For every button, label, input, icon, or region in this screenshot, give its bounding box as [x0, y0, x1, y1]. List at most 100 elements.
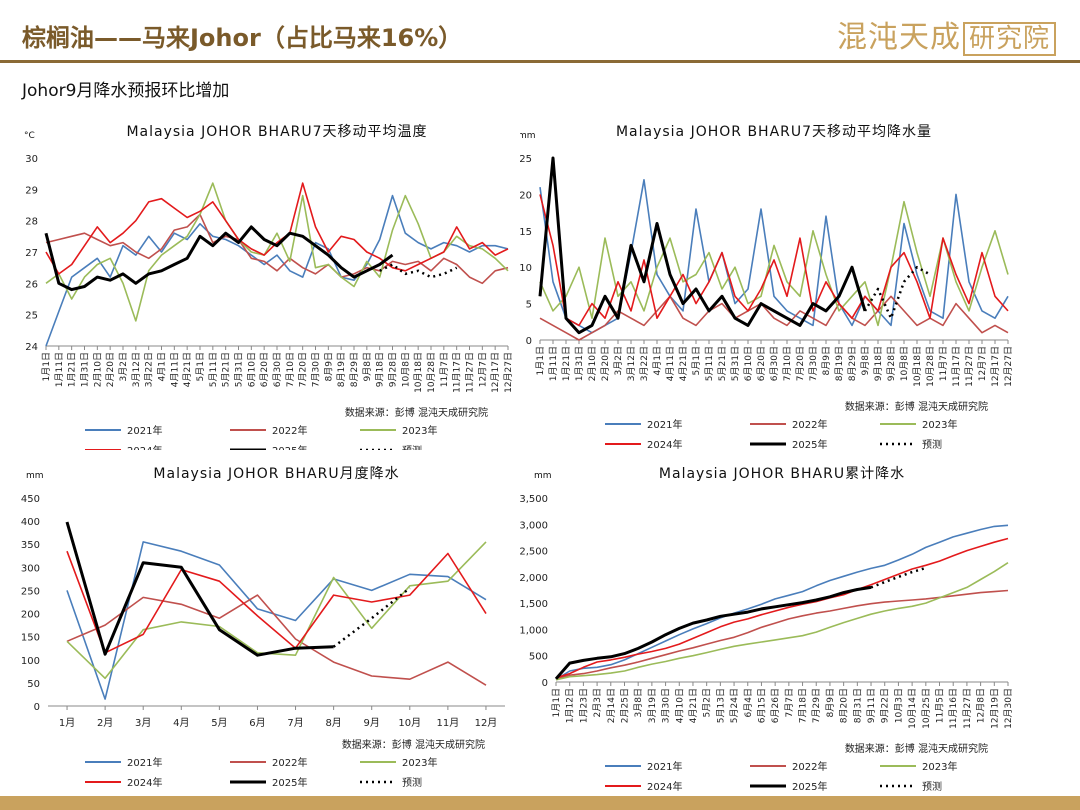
series-line-s2022 [45, 213, 509, 285]
y-tick-label: 350 [21, 540, 40, 551]
x-tick-label: 4月11日 [169, 352, 180, 387]
legend-label-s2025: 2025年 [792, 438, 827, 450]
x-tick-label: 10月 [398, 717, 421, 729]
x-tick-label: 11月7日 [439, 352, 450, 387]
page-title: 棕榈油——马来Johor（占比马来16%） [22, 24, 463, 52]
x-tick-label: 8月29日 [847, 346, 858, 381]
x-tick-label: 11月27日 [962, 688, 973, 729]
x-tick-label: 7月7日 [784, 688, 795, 717]
series-line-s2021 [555, 524, 1009, 681]
x-tick-label: 8月31日 [852, 688, 863, 723]
legend-label-s2023: 2023年 [922, 760, 957, 773]
x-tick-label: 6月30日 [272, 352, 283, 387]
legend-label-s2021: 2021年 [127, 756, 162, 769]
y-unit-label: mm [534, 471, 552, 481]
x-tick-label: 12月30日 [1003, 688, 1014, 729]
x-tick-label: 3月22日 [144, 352, 155, 387]
chart-title: Malaysia JOHOR BHARU累计降水 [659, 466, 905, 482]
x-tick-label: 5月1日 [691, 346, 702, 375]
series-line-s2021 [66, 541, 487, 700]
x-tick-label: 12月7日 [977, 346, 988, 381]
x-tick-label: 4月21日 [182, 352, 193, 387]
legend-label-s2024: 2024年 [127, 776, 162, 789]
x-tick-label: 2月20日 [600, 346, 611, 381]
y-tick-label: 300 [21, 563, 40, 574]
x-tick-label: 2月14日 [606, 688, 617, 723]
x-tick-label: 12月7日 [477, 352, 488, 387]
monthly-rainfall-chart: Malaysia JOHOR BHARU月度降水 mm 0 50 100 150 200 25… [21, 466, 505, 789]
x-tick-label: 9月8日 [860, 346, 871, 375]
legend-label-forecast: 预测 [922, 438, 942, 450]
legend-label-forecast: 预测 [402, 444, 422, 450]
x-tick-label: 7月29日 [811, 688, 822, 723]
x-tick-label: 11月 [437, 717, 460, 729]
series-line-s2024 [45, 182, 509, 275]
y-tick-label: 24 [25, 342, 38, 353]
y-tick-label: 1,500 [520, 599, 548, 610]
y-tick-label: 26 [25, 279, 38, 290]
series-line-s2023 [45, 182, 509, 322]
x-tick-label: 9月18日 [873, 346, 884, 381]
legend-label-s2023: 2023年 [922, 418, 957, 431]
x-tick-label: 6月10日 [743, 346, 754, 381]
y-tick-label: 450 [21, 494, 40, 505]
series-line-s2025 [538, 156, 867, 335]
legend-label-s2023: 2023年 [402, 424, 437, 437]
y-tick-label: 500 [529, 652, 548, 663]
x-tick-label: 10月18日 [912, 346, 923, 387]
y-tick-label: 3,000 [520, 520, 548, 531]
x-tick-label: 1月11日 [548, 346, 559, 381]
x-tick-label: 1月21日 [67, 352, 78, 387]
x-tick-label: 8月9日 [821, 346, 832, 375]
x-tick-label: 9月11日 [866, 688, 877, 723]
x-tick-label: 12月17日 [490, 352, 501, 393]
chart-title: Malaysia JOHOR BHARU7天移动平均降水量 [616, 124, 932, 140]
footer-bar [0, 796, 1080, 810]
x-tick-label: 11月7日 [938, 346, 949, 381]
y-unit-label: mm [26, 471, 44, 481]
x-tick-label: 6月 [249, 717, 265, 729]
x-tick-label: 1月31日 [80, 352, 91, 387]
x-tick-label: 8月19日 [834, 346, 845, 381]
legend-label-s2022: 2022年 [792, 760, 827, 773]
legend-label-s2025: 2025年 [272, 444, 307, 450]
x-tick-label: 6月4日 [743, 688, 754, 717]
series-line-s2024 [539, 194, 1009, 327]
x-tick-label: 9月28日 [388, 352, 399, 387]
x-tick-label: 2月10日 [92, 352, 103, 387]
x-tick-label: 3月2日 [118, 352, 129, 381]
x-tick-label: 5月21日 [717, 346, 728, 381]
x-tick-label: 4月21日 [688, 688, 699, 723]
x-tick-label: 10月14日 [907, 688, 918, 729]
x-tick-label: 10月3日 [893, 688, 904, 723]
x-tick-label: 7月10日 [285, 352, 296, 387]
x-tick-label: 1月31日 [574, 346, 585, 381]
y-tick-label: 25 [520, 154, 532, 165]
y-tick-label: 5 [526, 300, 532, 311]
y-tick-label: 0 [526, 336, 532, 347]
x-tick-label: 9月 [364, 717, 380, 729]
x-tick-label: 12月 [475, 717, 498, 729]
y-tick-label: 1,000 [520, 625, 548, 636]
y-tick-label: 20 [520, 190, 532, 201]
y-tick-label: 100 [21, 656, 40, 667]
page-subtitle: Johor9月降水预报环比增加 [22, 81, 230, 101]
x-tick-label: 3月 [135, 717, 151, 729]
chart-title: Malaysia JOHOR BHARU月度降水 [153, 466, 399, 482]
x-tick-label: 7月20日 [298, 352, 309, 387]
x-tick-label: 7月30日 [311, 352, 322, 387]
x-tick-label: 10月28日 [426, 352, 437, 393]
y-tick-label: 30 [25, 154, 38, 165]
x-tick-label: 1月21日 [561, 346, 572, 381]
series-line-s2023 [539, 200, 1009, 327]
x-tick-label: 2月20日 [105, 352, 116, 387]
series-line-s2025 [44, 225, 394, 292]
series-line-forecast [870, 566, 927, 589]
x-tick-label: 11月16日 [948, 688, 959, 729]
y-tick-label: 200 [21, 610, 40, 621]
y-tick-label: 250 [21, 586, 40, 597]
x-tick-label: 6月26日 [770, 688, 781, 723]
legend-label-s2022: 2022年 [272, 756, 307, 769]
x-tick-label: 10月18日 [413, 352, 424, 393]
series-line-s2025 [554, 585, 872, 680]
